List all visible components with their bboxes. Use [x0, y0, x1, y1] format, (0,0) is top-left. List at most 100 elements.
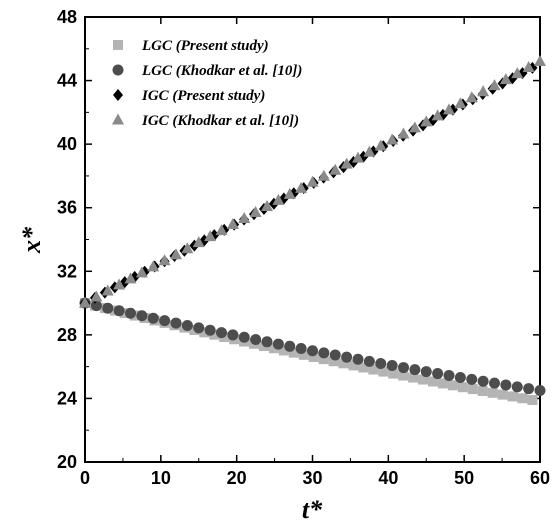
data-marks	[79, 55, 546, 406]
data-point	[477, 385, 488, 396]
y-tick-label: 36	[57, 198, 77, 218]
data-point	[250, 334, 262, 346]
data-point	[119, 308, 130, 319]
data-point	[113, 278, 126, 290]
data-point	[408, 372, 419, 383]
data-point	[386, 133, 399, 145]
legend-label: IGC (Khodkar et al. [10])	[141, 113, 299, 129]
data-point	[522, 61, 535, 73]
data-point	[465, 91, 478, 103]
legend-marker	[113, 40, 123, 50]
data-point	[368, 364, 379, 375]
data-point	[534, 384, 546, 396]
data-point	[268, 343, 279, 354]
data-point	[147, 312, 159, 324]
data-point	[90, 300, 102, 312]
data-point	[432, 368, 444, 380]
data-point	[408, 121, 421, 133]
data-point	[517, 393, 528, 404]
data-point	[454, 97, 467, 109]
data-point	[125, 307, 136, 319]
data-point	[420, 115, 433, 127]
y-tick-label: 44	[57, 71, 77, 91]
data-point	[427, 376, 438, 387]
data-point	[170, 317, 182, 329]
data-point	[511, 381, 523, 393]
data-point	[358, 362, 369, 373]
data-point	[192, 236, 205, 248]
legend-label: LGC (Khodkar et al. [10])	[141, 63, 302, 79]
data-point	[457, 382, 468, 393]
data-point	[378, 366, 389, 377]
series-1	[79, 297, 546, 396]
data-point	[447, 380, 458, 391]
data-point	[209, 329, 220, 340]
x-tick-label: 30	[302, 468, 322, 488]
data-point	[216, 327, 227, 339]
data-point	[102, 302, 114, 314]
data-point	[295, 181, 308, 193]
data-point	[534, 55, 546, 66]
x-tick-label: 0	[80, 468, 90, 488]
y-tick-label: 48	[57, 7, 77, 27]
data-point	[261, 199, 273, 211]
y-tick-label: 20	[57, 452, 77, 472]
data-point	[272, 338, 284, 350]
data-point	[487, 387, 498, 398]
data-point	[398, 362, 409, 374]
legend-marker	[112, 113, 124, 125]
data-point	[158, 254, 171, 266]
data-point	[523, 383, 535, 395]
data-point	[437, 378, 448, 389]
data-point	[227, 329, 239, 341]
data-point	[454, 371, 466, 383]
data-point	[306, 175, 319, 187]
data-point	[238, 212, 251, 224]
data-point	[226, 218, 239, 230]
data-point	[238, 331, 250, 343]
x-axis-label: t*	[302, 495, 323, 524]
data-point	[204, 230, 217, 242]
data-point	[386, 360, 398, 372]
ticks: 0 10 20 30 40 50 60 20 24 28 32 36 40 44 48	[57, 7, 550, 488]
data-point	[477, 375, 489, 387]
plot-frame	[84, 16, 541, 463]
x-tick-label: 50	[454, 468, 474, 488]
data-point	[352, 151, 364, 163]
x-tick-label: 20	[227, 468, 247, 488]
legend: LGC (Present study) LGC (Khodkar et al. […	[112, 38, 302, 129]
data-point	[431, 109, 444, 121]
data-point	[101, 284, 114, 296]
data-point	[261, 336, 273, 348]
data-point	[113, 305, 125, 317]
data-point	[307, 345, 318, 357]
data-point	[215, 224, 228, 236]
data-point	[489, 377, 500, 389]
x-tick-label: 60	[530, 468, 550, 488]
data-point	[136, 310, 148, 322]
data-point	[499, 73, 512, 85]
data-point	[90, 290, 103, 302]
y-tick-label: 32	[57, 261, 77, 281]
data-point	[199, 327, 210, 338]
data-point	[420, 366, 432, 378]
data-point	[418, 374, 429, 385]
data-point	[308, 351, 319, 362]
y-tick-label: 40	[57, 134, 77, 154]
y-axis-label: x*	[17, 226, 46, 254]
data-point	[338, 358, 349, 369]
data-point	[348, 360, 359, 371]
data-point	[298, 349, 309, 360]
data-point	[317, 169, 330, 181]
data-point	[79, 296, 91, 308]
data-point	[363, 355, 375, 367]
data-point	[170, 248, 182, 260]
data-point	[295, 343, 307, 355]
data-point	[507, 391, 518, 402]
data-point	[443, 103, 455, 115]
data-point	[147, 260, 160, 272]
data-point	[397, 127, 410, 139]
data-point	[124, 272, 137, 284]
data-point	[288, 347, 299, 358]
